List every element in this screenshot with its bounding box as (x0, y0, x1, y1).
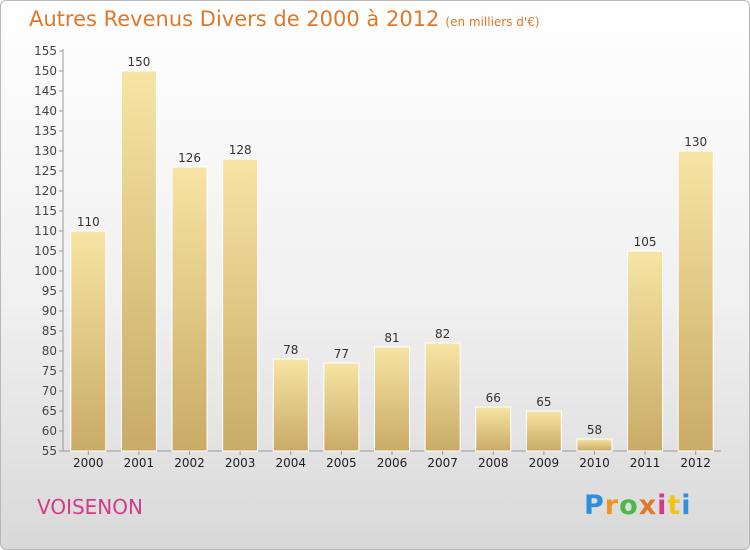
x-tick-label: 2009 (529, 456, 560, 470)
bar (677, 150, 714, 452)
data-label: 81 (384, 331, 399, 345)
x-tick-label: 2004 (275, 456, 306, 470)
x-tick-label: 2003 (225, 456, 256, 470)
x-tick-label: 2006 (377, 456, 408, 470)
y-tick-label: 150 (34, 64, 57, 78)
data-label: 66 (486, 391, 501, 405)
x-tick-label: 2005 (326, 456, 357, 470)
y-tick-label: 130 (34, 144, 57, 158)
bar (627, 250, 664, 452)
bar (374, 346, 410, 452)
data-label: 128 (229, 143, 252, 157)
y-tick-label: 55 (42, 444, 57, 458)
y-tick-label: 70 (42, 384, 57, 398)
y-tick-label: 85 (42, 324, 57, 338)
bar (120, 70, 157, 452)
y-tick-label: 80 (42, 344, 57, 358)
x-tick-label: 2008 (478, 456, 509, 470)
logo-letter: i (657, 490, 668, 521)
data-label: 82 (435, 327, 450, 341)
data-label: 78 (283, 343, 298, 357)
y-tick-label: 60 (42, 424, 57, 438)
bar (171, 166, 208, 452)
y-tick-label: 110 (34, 224, 57, 238)
logo-letter: r (604, 490, 620, 521)
bar (222, 158, 259, 452)
x-tick-label: 2012 (680, 456, 711, 470)
chart-title: Autres Revenus Divers de 2000 à 2012 (en … (29, 7, 540, 31)
y-tick-label: 125 (34, 164, 57, 178)
chart-title-text: Autres Revenus Divers de 2000 à 2012 (29, 7, 440, 31)
logo-letter: P (584, 490, 605, 521)
logo-letter: o (619, 490, 639, 521)
data-label: 77 (334, 347, 349, 361)
bar (70, 230, 107, 452)
x-tick-label: 2007 (427, 456, 458, 470)
bar (576, 438, 613, 452)
proxiti-logo: Proxiti (584, 490, 692, 521)
data-label: 150 (127, 55, 150, 69)
bar (424, 342, 461, 452)
y-tick-label: 75 (42, 364, 57, 378)
data-label: 105 (634, 235, 657, 249)
y-tick-label: 115 (34, 204, 57, 218)
bar (323, 362, 360, 452)
x-tick-label: 2001 (124, 456, 155, 470)
y-tick-label: 135 (34, 124, 57, 138)
y-tick-label: 90 (42, 304, 57, 318)
data-label: 110 (77, 215, 100, 229)
data-label: 65 (536, 395, 551, 409)
place-name: VOISENON (37, 495, 143, 519)
bar (475, 406, 512, 452)
x-tick-label: 2000 (73, 456, 104, 470)
y-tick-label: 105 (34, 244, 57, 258)
data-label: 126 (178, 151, 201, 165)
y-tick-label: 140 (34, 104, 57, 118)
y-tick-label: 65 (42, 404, 57, 418)
bar (272, 358, 309, 452)
chart-subtitle: (en milliers d'€) (445, 15, 540, 29)
y-tick-label: 120 (34, 184, 57, 198)
bar (525, 410, 562, 452)
logo-letter: i (681, 490, 692, 521)
y-tick-label: 155 (34, 44, 57, 58)
logo-letter: t (667, 490, 682, 521)
y-tick-label: 95 (42, 284, 57, 298)
data-label: 130 (684, 135, 707, 149)
x-tick-label: 2002 (174, 456, 205, 470)
logo-letter: x (638, 490, 658, 521)
x-tick-label: 2011 (630, 456, 661, 470)
x-tick-label: 2010 (579, 456, 610, 470)
data-label: 58 (587, 423, 602, 437)
y-tick-label: 100 (34, 264, 57, 278)
y-tick-label: 145 (34, 84, 57, 98)
